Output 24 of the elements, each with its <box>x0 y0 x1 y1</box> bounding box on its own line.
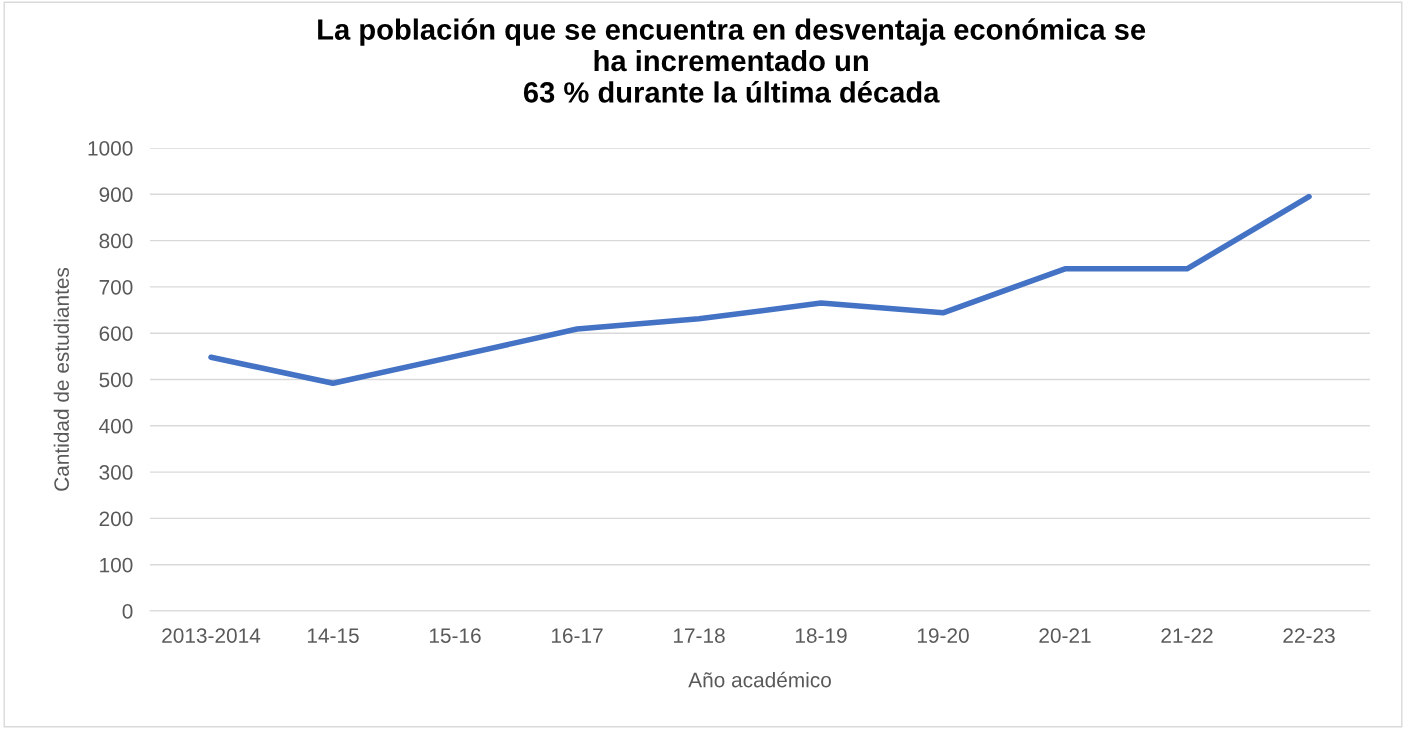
x-tick-label: 21-22 <box>1161 628 1213 643</box>
x-axis-title: Año académico <box>688 671 831 688</box>
y-tick-label: 100 <box>100 557 133 573</box>
y-tick-label: 200 <box>99 511 133 527</box>
y-tick-label: 300 <box>99 465 133 480</box>
x-tick-label: 18-19 <box>795 628 847 643</box>
y-axis-title: Cantidad de estudiantes <box>53 267 69 491</box>
y-tick-label: 800 <box>99 233 133 249</box>
x-tick-label: 20-21 <box>1039 628 1091 643</box>
x-tick-label: 15-16 <box>429 628 481 643</box>
y-tick-label: 600 <box>99 326 133 341</box>
chart-title: La población que se encuentra en desventaja económica se ha incrementado un 63 % durante la última década <box>318 18 1146 103</box>
x-tick-label: 17-18 <box>673 628 725 643</box>
x-tick-label: 2013-2014 <box>162 628 261 643</box>
y-tick-label: 900 <box>99 187 133 203</box>
y-tick-label: 700 <box>99 279 133 295</box>
x-tick-label: 22-23 <box>1283 628 1335 643</box>
x-tick-label: 14-15 <box>307 628 359 643</box>
y-tick-label: 0 <box>122 604 133 619</box>
y-tick-label: 400 <box>99 418 133 434</box>
x-tick-label: 16-17 <box>551 628 603 643</box>
y-tick-label: 500 <box>99 372 133 388</box>
x-tick-label: 19-20 <box>917 628 969 643</box>
y-tick-label: 1000 <box>88 141 133 156</box>
